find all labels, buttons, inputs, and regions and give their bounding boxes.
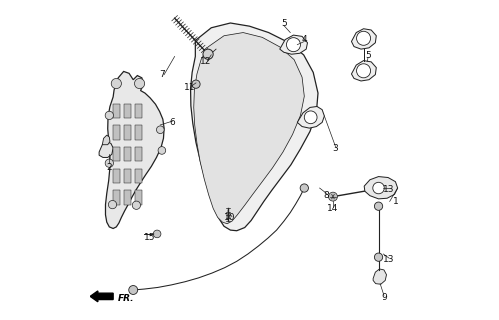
Circle shape [357, 64, 371, 78]
Text: 4: 4 [301, 35, 307, 44]
Bar [124, 169, 131, 183]
Circle shape [328, 192, 337, 201]
Text: 6: 6 [170, 118, 175, 127]
Bar [124, 190, 131, 204]
Circle shape [105, 111, 113, 120]
Bar [124, 125, 131, 140]
Text: 10: 10 [224, 213, 236, 222]
Text: 5: 5 [281, 19, 287, 28]
Circle shape [357, 31, 371, 45]
Bar [113, 190, 120, 204]
Polygon shape [191, 23, 318, 231]
Circle shape [105, 159, 113, 167]
Polygon shape [297, 107, 324, 128]
Circle shape [374, 253, 383, 261]
Polygon shape [280, 35, 307, 54]
Text: 13: 13 [383, 185, 395, 194]
Text: FR.: FR. [118, 294, 135, 303]
Text: 15: 15 [144, 233, 156, 242]
Polygon shape [102, 135, 110, 145]
Bar [113, 147, 120, 161]
Circle shape [158, 147, 166, 154]
Circle shape [304, 111, 317, 124]
Circle shape [111, 78, 121, 89]
Bar [113, 104, 120, 118]
Text: 14: 14 [327, 204, 339, 213]
Bar [113, 125, 120, 140]
Circle shape [374, 202, 383, 210]
Bar [124, 104, 131, 118]
Bar [135, 190, 142, 204]
Text: 7: 7 [159, 70, 165, 79]
Circle shape [373, 182, 384, 194]
Polygon shape [194, 33, 304, 224]
Text: 3: 3 [333, 144, 338, 153]
Text: 5: 5 [365, 51, 371, 60]
Text: 2: 2 [106, 163, 111, 172]
Circle shape [286, 38, 300, 52]
Bar [124, 147, 131, 161]
Text: 13: 13 [383, 255, 395, 264]
Circle shape [203, 49, 213, 59]
Bar [135, 125, 142, 140]
Circle shape [300, 184, 308, 192]
Polygon shape [351, 60, 376, 81]
Circle shape [157, 126, 164, 133]
Text: 12: 12 [200, 57, 211, 66]
Text: 1: 1 [393, 197, 399, 206]
Circle shape [135, 78, 145, 89]
Circle shape [132, 201, 141, 209]
Polygon shape [373, 269, 387, 284]
Polygon shape [364, 177, 398, 199]
Circle shape [108, 200, 117, 209]
Bar [135, 104, 142, 118]
Polygon shape [105, 71, 164, 228]
Polygon shape [351, 29, 376, 49]
FancyArrow shape [90, 291, 113, 302]
Text: 8: 8 [324, 191, 329, 200]
Text: 11: 11 [184, 83, 195, 92]
Bar [135, 169, 142, 183]
Circle shape [129, 285, 138, 294]
Text: 9: 9 [381, 293, 387, 302]
Polygon shape [99, 141, 113, 157]
Circle shape [192, 80, 200, 88]
Bar [135, 147, 142, 161]
Circle shape [153, 230, 161, 238]
Bar [113, 169, 120, 183]
